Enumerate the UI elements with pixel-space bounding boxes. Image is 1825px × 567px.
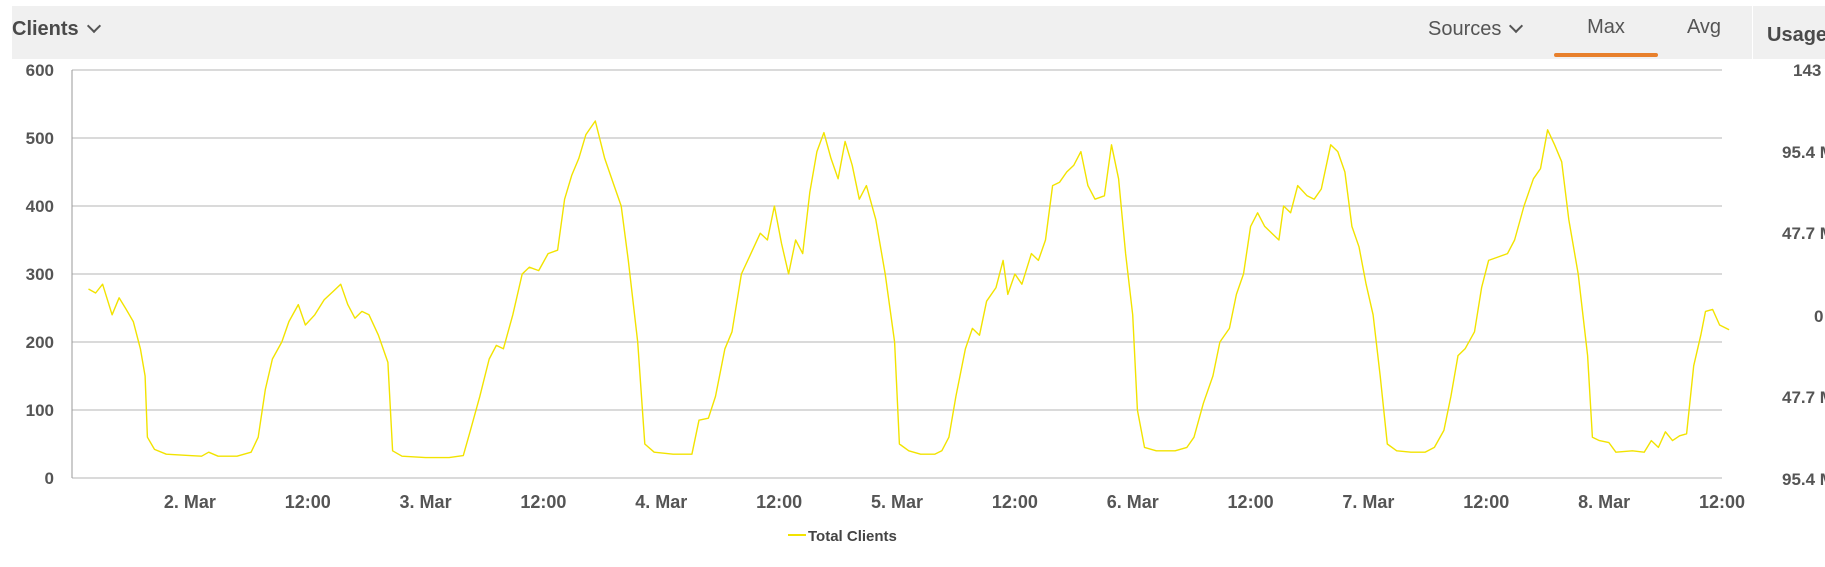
x-tick-label: 12:00 [1699,492,1745,512]
clients-line-chart: 0 100 200 300 400 500 600 2. Mar 12:00 3. Mar 12:0… [26,61,1745,512]
metric-dropdown-label: Clients [12,18,79,40]
usage-axis-tick: 0 [1814,307,1824,326]
y-tick-label: 100 [26,401,54,420]
x-tick-label: 12:00 [285,492,331,512]
active-tab-indicator [1554,53,1658,57]
usage-panel-title: Usage [1767,24,1825,46]
x-tick-label: 2. Mar [164,492,216,512]
x-tick-label: 3. Mar [400,492,452,512]
metric-dropdown[interactable]: Clients [12,18,101,41]
x-tick-label: 5. Mar [871,492,923,512]
x-tick-label: 12:00 [1463,492,1509,512]
y-tick-label: 300 [26,265,54,284]
x-tick-label: 6. Mar [1107,492,1159,512]
y-tick-label: 600 [26,61,54,80]
y-tick-label: 0 [45,469,54,488]
legend-label: Total Clients [808,528,897,545]
y-tick-label: 400 [26,197,54,216]
sources-dropdown-label: Sources [1428,18,1502,40]
usage-axis-tick: 95.4 M [1782,143,1825,162]
x-tick-label: 12:00 [520,492,566,512]
x-tick-label: 12:00 [1228,492,1274,512]
usage-axis-tick: 95.4 M [1782,470,1825,489]
chart-header-bar [12,6,1752,59]
y-tick-label: 500 [26,129,54,148]
series-line-total-clients [88,120,1730,459]
sources-dropdown[interactable]: Sources [1428,18,1524,41]
usage-axis-tick: 47.7 M [1782,388,1825,407]
x-tick-label: 12:00 [756,492,802,512]
legend-swatch [788,534,806,537]
x-tick-label: 4. Mar [635,492,687,512]
usage-axis-tick: 47.7 M [1782,224,1825,243]
x-tick-label: 7. Mar [1342,492,1394,512]
tab-max[interactable]: Max [1587,16,1625,38]
x-tick-label: 12:00 [992,492,1038,512]
usage-axis-tick: 143 M [1793,61,1825,80]
tab-avg[interactable]: Avg [1686,16,1722,38]
y-tick-label: 200 [26,333,54,352]
chart-legend[interactable]: Total Clients [788,528,897,545]
usage-panel-header [1753,6,1825,59]
x-tick-label: 8. Mar [1578,492,1630,512]
